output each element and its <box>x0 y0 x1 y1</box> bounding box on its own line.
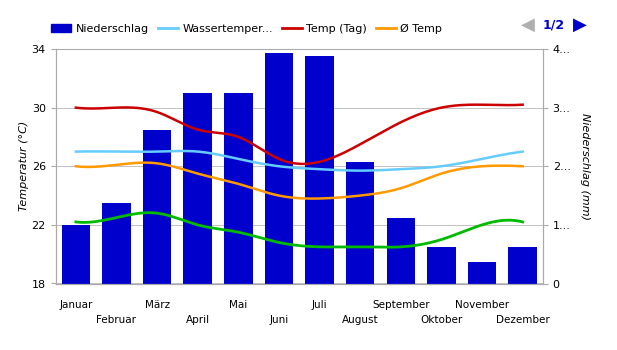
Legend: Niederschlag, Wassertemper..., Temp (Tag), Ø Temp: Niederschlag, Wassertemper..., Temp (Tag… <box>51 24 442 34</box>
Bar <box>265 54 293 284</box>
Bar <box>62 225 90 284</box>
Text: 1/2: 1/2 <box>543 18 565 31</box>
Bar <box>183 93 212 284</box>
Bar <box>143 130 172 284</box>
Text: August: August <box>342 315 378 326</box>
Text: Mai: Mai <box>229 300 247 310</box>
Y-axis label: Temperatur (°C): Temperatur (°C) <box>19 121 29 211</box>
Text: ◀: ◀ <box>521 15 534 34</box>
Bar <box>305 56 334 284</box>
Bar <box>224 93 252 284</box>
Text: Juli: Juli <box>312 300 328 310</box>
Y-axis label: Niederschlag (mm): Niederschlag (mm) <box>580 113 590 220</box>
Bar <box>468 261 496 284</box>
Text: Dezember: Dezember <box>496 315 550 326</box>
Bar <box>387 218 415 284</box>
Bar <box>508 247 537 284</box>
Text: Januar: Januar <box>59 300 93 310</box>
Text: Februar: Februar <box>96 315 136 326</box>
Text: April: April <box>186 315 210 326</box>
Text: März: März <box>144 300 170 310</box>
Text: Juni: Juni <box>269 315 289 326</box>
Text: September: September <box>372 300 429 310</box>
Bar <box>346 162 375 284</box>
Text: ▶: ▶ <box>573 15 587 34</box>
Text: Oktober: Oktober <box>420 315 463 326</box>
Text: November: November <box>455 300 509 310</box>
Bar <box>427 247 455 284</box>
Bar <box>102 203 131 284</box>
